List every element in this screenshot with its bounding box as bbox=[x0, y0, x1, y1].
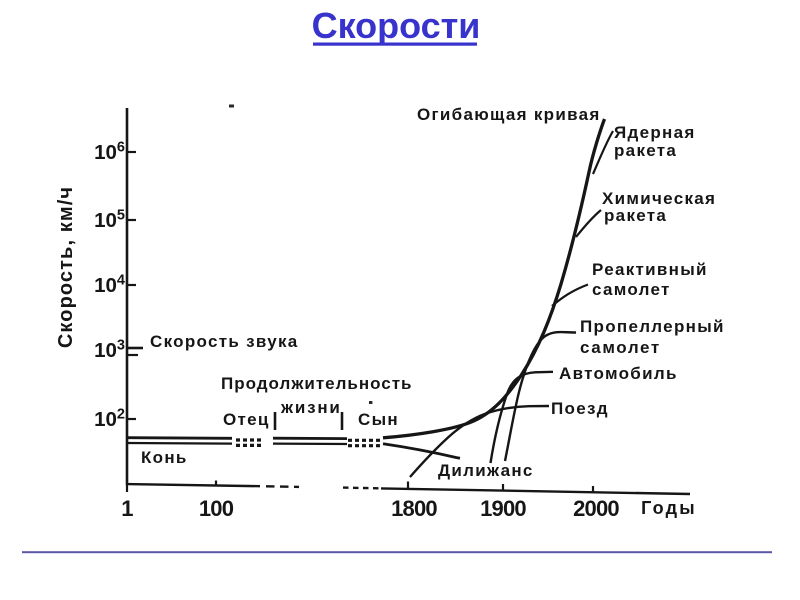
svg-text:1800: 1800 bbox=[391, 496, 437, 521]
svg-text:Сын: Сын bbox=[358, 410, 399, 429]
svg-text:Пропеллерный: Пропеллерный bbox=[580, 317, 725, 336]
svg-text:самолет: самолет bbox=[592, 280, 671, 299]
svg-text:103: 103 bbox=[94, 338, 125, 363]
svg-text:жизни: жизни bbox=[280, 398, 342, 417]
svg-text:Скорость звука: Скорость звука bbox=[150, 332, 299, 351]
svg-text:102: 102 bbox=[94, 407, 125, 432]
svg-text:Дилижанс: Дилижанс bbox=[438, 461, 534, 480]
svg-text:Конь: Конь bbox=[141, 448, 188, 467]
svg-text:100: 100 bbox=[199, 496, 234, 521]
svg-text:Ядерная: Ядерная bbox=[614, 123, 696, 142]
svg-text:1900: 1900 bbox=[480, 496, 526, 521]
svg-text:Огибающая кривая: Огибающая кривая bbox=[417, 105, 601, 124]
svg-text:Отец: Отец bbox=[223, 410, 270, 429]
svg-text:1: 1 bbox=[121, 496, 133, 521]
svg-text:2000: 2000 bbox=[573, 496, 619, 521]
svg-text:Продолжительность: Продолжительность bbox=[221, 374, 413, 393]
svg-text:самолет: самолет bbox=[580, 338, 661, 357]
svg-text:106: 106 bbox=[94, 140, 125, 165]
svg-text:Поезд: Поезд bbox=[551, 399, 609, 418]
svg-text:Скорости: Скорости bbox=[312, 5, 481, 46]
svg-text:Химическая: Химическая bbox=[602, 189, 716, 208]
svg-text:ракета: ракета bbox=[614, 141, 677, 160]
svg-text:104: 104 bbox=[94, 273, 125, 298]
svg-text:ракета: ракета bbox=[604, 206, 667, 225]
svg-text:105: 105 bbox=[94, 208, 125, 233]
svg-text:Автомобиль: Автомобиль bbox=[559, 364, 678, 383]
svg-text:Реактивный: Реактивный bbox=[592, 260, 708, 279]
svg-text:Скорость, км/ч: Скорость, км/ч bbox=[55, 186, 77, 348]
svg-text:Годы: Годы bbox=[641, 498, 697, 518]
